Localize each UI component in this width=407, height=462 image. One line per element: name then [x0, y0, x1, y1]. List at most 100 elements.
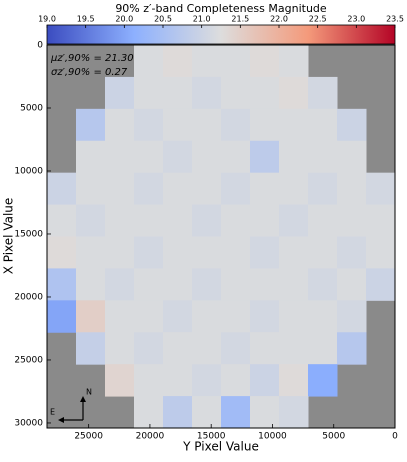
x-tick-label: 20000	[136, 432, 165, 442]
y-tick-label: 20000	[14, 292, 43, 302]
heatmap-cell	[76, 108, 106, 142]
heatmap-cell	[192, 396, 222, 429]
heatmap-cell	[76, 300, 106, 333]
heatmap-cell	[163, 236, 193, 269]
heatmap-cell	[163, 396, 193, 429]
heatmap-cell	[279, 300, 309, 333]
heatmap-cell	[221, 108, 251, 142]
heatmap-cell	[250, 204, 280, 237]
y-tick-label: 30000	[14, 418, 43, 428]
heatmap-cell	[279, 76, 309, 110]
heatmap-cell	[337, 140, 367, 174]
heatmap-cell	[250, 364, 280, 397]
heatmap-cell	[366, 204, 396, 237]
heatmap-cell	[105, 172, 135, 206]
stat-annotation: σz′,90% = 0.27	[51, 67, 128, 78]
heatmap-cell	[105, 76, 135, 110]
heatmap-cell	[279, 364, 309, 397]
heatmap-cell	[221, 396, 251, 429]
heatmap-cell	[163, 332, 193, 365]
heatmap-cell	[163, 76, 193, 110]
heatmap-cell	[134, 300, 164, 333]
heatmap-cell	[279, 108, 309, 142]
heatmap-cell	[308, 364, 338, 397]
heatmap-cell	[192, 140, 222, 174]
heatmap-cell	[163, 172, 193, 206]
heatmap-cell	[337, 236, 367, 269]
heatmap-cell	[134, 236, 164, 269]
heatmap-cell	[308, 332, 338, 365]
heatmap-cell	[134, 76, 164, 110]
colorbar-tick-label: 20.0	[115, 15, 133, 24]
heatmap-cell	[221, 140, 251, 174]
heatmap-cell	[308, 204, 338, 237]
heatmap-cell	[221, 300, 251, 333]
colorbar-tick-label: 19.5	[77, 15, 95, 24]
heatmap-cell	[163, 268, 193, 301]
heatmap-cell	[279, 172, 309, 206]
heatmap-cell	[337, 172, 367, 206]
heatmap-cell	[47, 236, 77, 269]
y-axis-label: X Pixel Value	[2, 198, 16, 275]
colorbar-tick-label: 22.5	[309, 15, 327, 24]
heatmap-cell	[250, 268, 280, 301]
heatmap-cell	[250, 236, 280, 269]
heatmap-cell	[134, 332, 164, 365]
heatmap-cell	[105, 204, 135, 237]
heatmap-cell	[76, 140, 106, 174]
x-tick-label: 15000	[197, 432, 226, 442]
heatmap-cell	[76, 236, 106, 269]
heatmap-cell	[192, 236, 222, 269]
heatmap-cell	[134, 45, 164, 78]
heatmap-cell	[221, 45, 251, 78]
heatmap-cell	[105, 140, 135, 174]
x-tick-label: 0	[392, 432, 398, 442]
x-tick-label: 25000	[74, 432, 103, 442]
heatmap-cell	[221, 76, 251, 110]
heatmap-cell	[76, 204, 106, 237]
heatmap-cell	[279, 204, 309, 237]
heatmap-cell	[221, 204, 251, 237]
heatmap-cell	[308, 236, 338, 269]
heatmap-cell	[337, 108, 367, 142]
compass-label: E	[50, 408, 55, 417]
y-tick-label: 25000	[14, 355, 43, 365]
heatmap-cell	[134, 364, 164, 397]
heatmap-cell	[366, 268, 396, 301]
heatmap-cell	[47, 204, 77, 237]
colorbar-tick-label: 21.5	[231, 15, 249, 24]
heatmap-cell	[250, 172, 280, 206]
heatmap-cell	[250, 76, 280, 110]
stat-annotation: μz′,90% = 21.30	[50, 53, 134, 64]
heatmap-cell	[308, 300, 338, 333]
heatmap-cell	[308, 268, 338, 301]
heatmap-cell	[192, 268, 222, 301]
heatmap-cell	[279, 268, 309, 301]
x-tick-label: 10000	[258, 432, 287, 442]
heatmap-cell	[192, 45, 222, 78]
heatmap-cell	[250, 108, 280, 142]
heatmap-cell	[221, 236, 251, 269]
heatmap-cell	[192, 364, 222, 397]
heatmap-cell	[337, 268, 367, 301]
x-axis-label: Y Pixel Value	[182, 440, 259, 454]
heatmap-cell	[250, 396, 280, 429]
heatmap-cell	[192, 76, 222, 110]
x-tick-label: 5000	[322, 432, 345, 442]
plot-frame	[46, 44, 396, 429]
colorbar-tick-label: 23.0	[347, 15, 365, 24]
heatmap-cell	[192, 172, 222, 206]
heatmap-cell	[279, 140, 309, 174]
colorbar-tick-label: 19.0	[38, 15, 56, 24]
y-tick-label: 10000	[14, 166, 43, 176]
compass-arrow	[58, 396, 86, 423]
heatmap-cell	[279, 236, 309, 269]
y-tick-label: 0	[37, 41, 43, 51]
y-tick-label: 5000	[20, 103, 43, 113]
heatmap-cell	[308, 172, 338, 206]
heatmap-cell	[192, 300, 222, 333]
colorbar-tick-label: 21.0	[193, 15, 211, 24]
heatmap-cell	[105, 300, 135, 333]
heatmap-cell	[47, 300, 77, 333]
